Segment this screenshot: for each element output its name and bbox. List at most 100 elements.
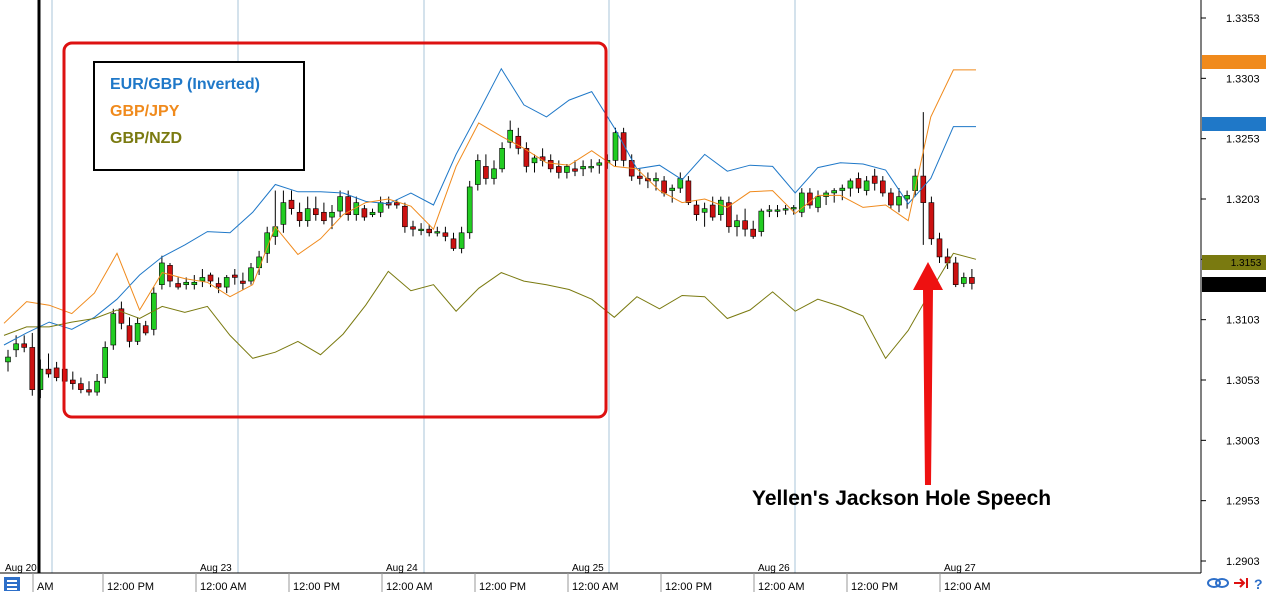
- x-time-label: 12:00 PM: [293, 581, 340, 593]
- legend-item-gbpnzd: GBP/NZD: [110, 130, 182, 147]
- x-time-label: 12:00 PM: [479, 581, 526, 593]
- candle-body: [361, 208, 368, 218]
- time-axis-background: [0, 573, 1266, 600]
- x-time-label: 12:00 PM: [851, 581, 898, 593]
- candle-body: [790, 207, 797, 210]
- candle-body: [402, 205, 408, 228]
- candle-body: [888, 192, 894, 206]
- price-badge-current: 1.3133: [1202, 277, 1266, 292]
- candle-body: [175, 283, 181, 288]
- candle-body: [345, 196, 352, 215]
- candle-body: [13, 343, 19, 351]
- candle-body: [256, 256, 262, 269]
- link-icon[interactable]: [1207, 578, 1229, 588]
- candle-body: [685, 180, 692, 203]
- price-badge-current-value: 1.3133: [1231, 280, 1265, 292]
- price-badge-gbpjpy: [1202, 55, 1266, 69]
- candle-body: [523, 148, 530, 167]
- candle-body: [693, 204, 700, 215]
- candle-body: [555, 166, 562, 173]
- svg-text:?: ?: [1254, 576, 1263, 592]
- candle-body: [831, 190, 838, 194]
- candle-body: [434, 231, 441, 234]
- x-date-label: Aug 26: [758, 563, 790, 574]
- highlight-box: [62, 41, 608, 419]
- candle-body: [879, 180, 886, 194]
- candle-body: [620, 132, 627, 161]
- candle-body: [847, 180, 854, 189]
- arrow-right-icon[interactable]: [1234, 578, 1248, 588]
- candle-body: [717, 199, 724, 215]
- candle-body: [377, 202, 384, 213]
- help-icon[interactable]: ?: [1254, 576, 1263, 592]
- y-tick-label: 1.3053: [1226, 375, 1260, 387]
- candle-body: [758, 210, 765, 232]
- candle-body: [709, 204, 716, 218]
- candle-body: [199, 277, 206, 282]
- price-badge-gbpnzd: 1.3153: [1202, 255, 1266, 270]
- candle-body: [782, 208, 789, 211]
- candle-body: [960, 277, 967, 284]
- candle-body: [952, 262, 959, 285]
- candle-body: [669, 187, 676, 191]
- candle-body: [774, 209, 781, 212]
- candle-body: [580, 166, 586, 170]
- series-lines: [3, 67, 977, 360]
- y-tick-label: 1.2953: [1226, 496, 1260, 508]
- candle-body: [126, 325, 133, 342]
- y-tick-label: 1.3353: [1226, 13, 1260, 25]
- candle-body: [312, 208, 319, 215]
- price-badge-eurgbp: [1202, 117, 1266, 131]
- gbpjpy-line: [3, 69, 976, 324]
- candle-body: [612, 132, 619, 161]
- candle-body: [815, 196, 821, 208]
- candle-body: [337, 196, 343, 212]
- candle-body: [102, 347, 108, 378]
- x-time-label: 12:00 AM: [572, 581, 618, 593]
- candle-body: [369, 211, 376, 215]
- x-date-label: Aug 24: [386, 563, 418, 574]
- candle-body: [807, 192, 813, 206]
- red-arrow-up-icon: [913, 262, 943, 485]
- candle-body: [5, 356, 11, 363]
- candle-body: [499, 148, 505, 170]
- candle-body: [798, 192, 805, 213]
- x-date-label: Aug 20: [5, 563, 37, 574]
- candle-body: [304, 208, 311, 222]
- candle-body: [701, 208, 708, 213]
- legend-box: EUR/GBP (Inverted) GBP/JPY GBP/NZD: [93, 61, 305, 171]
- y-tick-label: 1.3003: [1226, 435, 1260, 447]
- chart-list-icon[interactable]: [4, 577, 20, 591]
- candle-body: [329, 211, 335, 218]
- gbpnzd-line: [3, 252, 977, 360]
- candle-body: [588, 166, 595, 169]
- candle-body: [636, 175, 643, 179]
- candle-body: [183, 281, 189, 285]
- candle-body: [969, 277, 975, 284]
- candle-body: [466, 186, 473, 234]
- candle-body: [418, 228, 424, 231]
- x-time-label: 12:00 AM: [758, 581, 804, 593]
- candle-body: [531, 157, 538, 164]
- candle-body: [863, 180, 870, 191]
- candle-body: [458, 232, 465, 249]
- candle-body: [296, 211, 303, 222]
- candle-body: [134, 322, 141, 342]
- candle-body: [70, 379, 76, 384]
- x-time-label: 12:00 AM: [200, 581, 246, 593]
- candle-body: [321, 211, 327, 222]
- candle-body: [110, 313, 117, 346]
- x-time-label: AM: [37, 581, 54, 593]
- candle-body: [118, 308, 125, 324]
- candle-body: [823, 192, 829, 197]
- candle-body: [734, 220, 740, 228]
- candle-body: [839, 187, 846, 191]
- candle-body: [248, 267, 254, 282]
- candle-body: [191, 281, 198, 285]
- candle-body: [904, 195, 910, 200]
- annotation-text: Yellen's Jackson Hole Speech: [752, 487, 1051, 510]
- x-date-label: Aug 27: [944, 563, 976, 574]
- candle-body: [750, 228, 757, 237]
- candle-body: [547, 160, 554, 170]
